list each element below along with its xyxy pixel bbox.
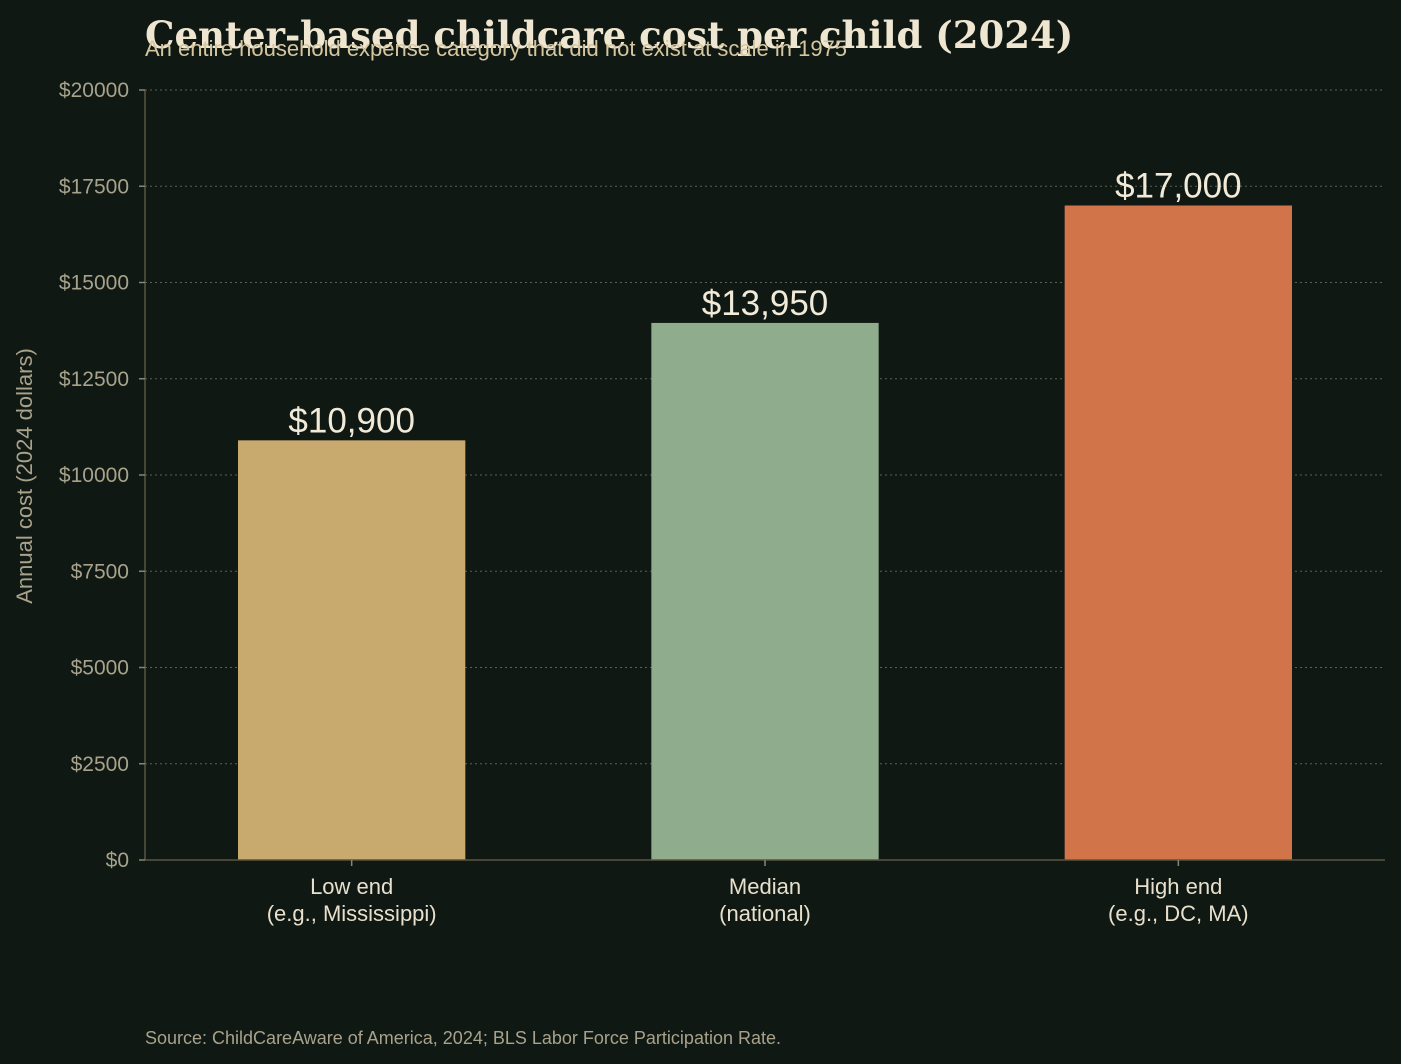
y-axis-ticks: $0 $2500 $5000 $7500 $10000 $12500 $15000 $1750… xyxy=(59,79,145,872)
data-labels: $10,900 $13,950 $17,000 xyxy=(288,167,1241,441)
y-tick-label: $2500 xyxy=(71,753,129,776)
y-tick-label: $10000 xyxy=(59,464,129,487)
x-tick-label: Median xyxy=(729,874,801,899)
x-axis-ticks: Low end(e.g., Mississippi) Median(nationa… xyxy=(267,860,1249,926)
y-tick-label: $12500 xyxy=(59,368,129,391)
x-tick-label: (e.g., Mississippi) xyxy=(267,901,437,926)
chart-title: Center-based childcare cost per child (2… xyxy=(145,13,1073,57)
x-tick-label: (e.g., DC, MA) xyxy=(1108,901,1249,926)
y-axis-label: Annual cost (2024 dollars) xyxy=(12,348,37,604)
bar xyxy=(651,322,879,860)
x-tick-label: Low end xyxy=(310,874,393,899)
bars xyxy=(238,205,1292,860)
y-tick-label: $20000 xyxy=(59,79,129,102)
x-tick-label: (national) xyxy=(719,901,811,926)
bar xyxy=(1064,205,1292,860)
y-tick-label: $5000 xyxy=(71,657,129,680)
data-label: $13,950 xyxy=(702,284,829,323)
chart-subtitle: An entire household expense category tha… xyxy=(145,36,847,61)
x-tick-label: High end xyxy=(1134,874,1222,899)
data-label: $10,900 xyxy=(288,401,415,440)
y-tick-label: $7500 xyxy=(71,560,129,583)
data-label: $17,000 xyxy=(1115,167,1242,206)
source-note: Source: ChildCareAware of America, 2024;… xyxy=(145,1028,781,1048)
y-tick-label: $15000 xyxy=(59,272,129,295)
y-tick-label: $0 xyxy=(106,849,129,872)
y-tick-label: $17500 xyxy=(59,175,129,198)
bar xyxy=(238,440,466,860)
